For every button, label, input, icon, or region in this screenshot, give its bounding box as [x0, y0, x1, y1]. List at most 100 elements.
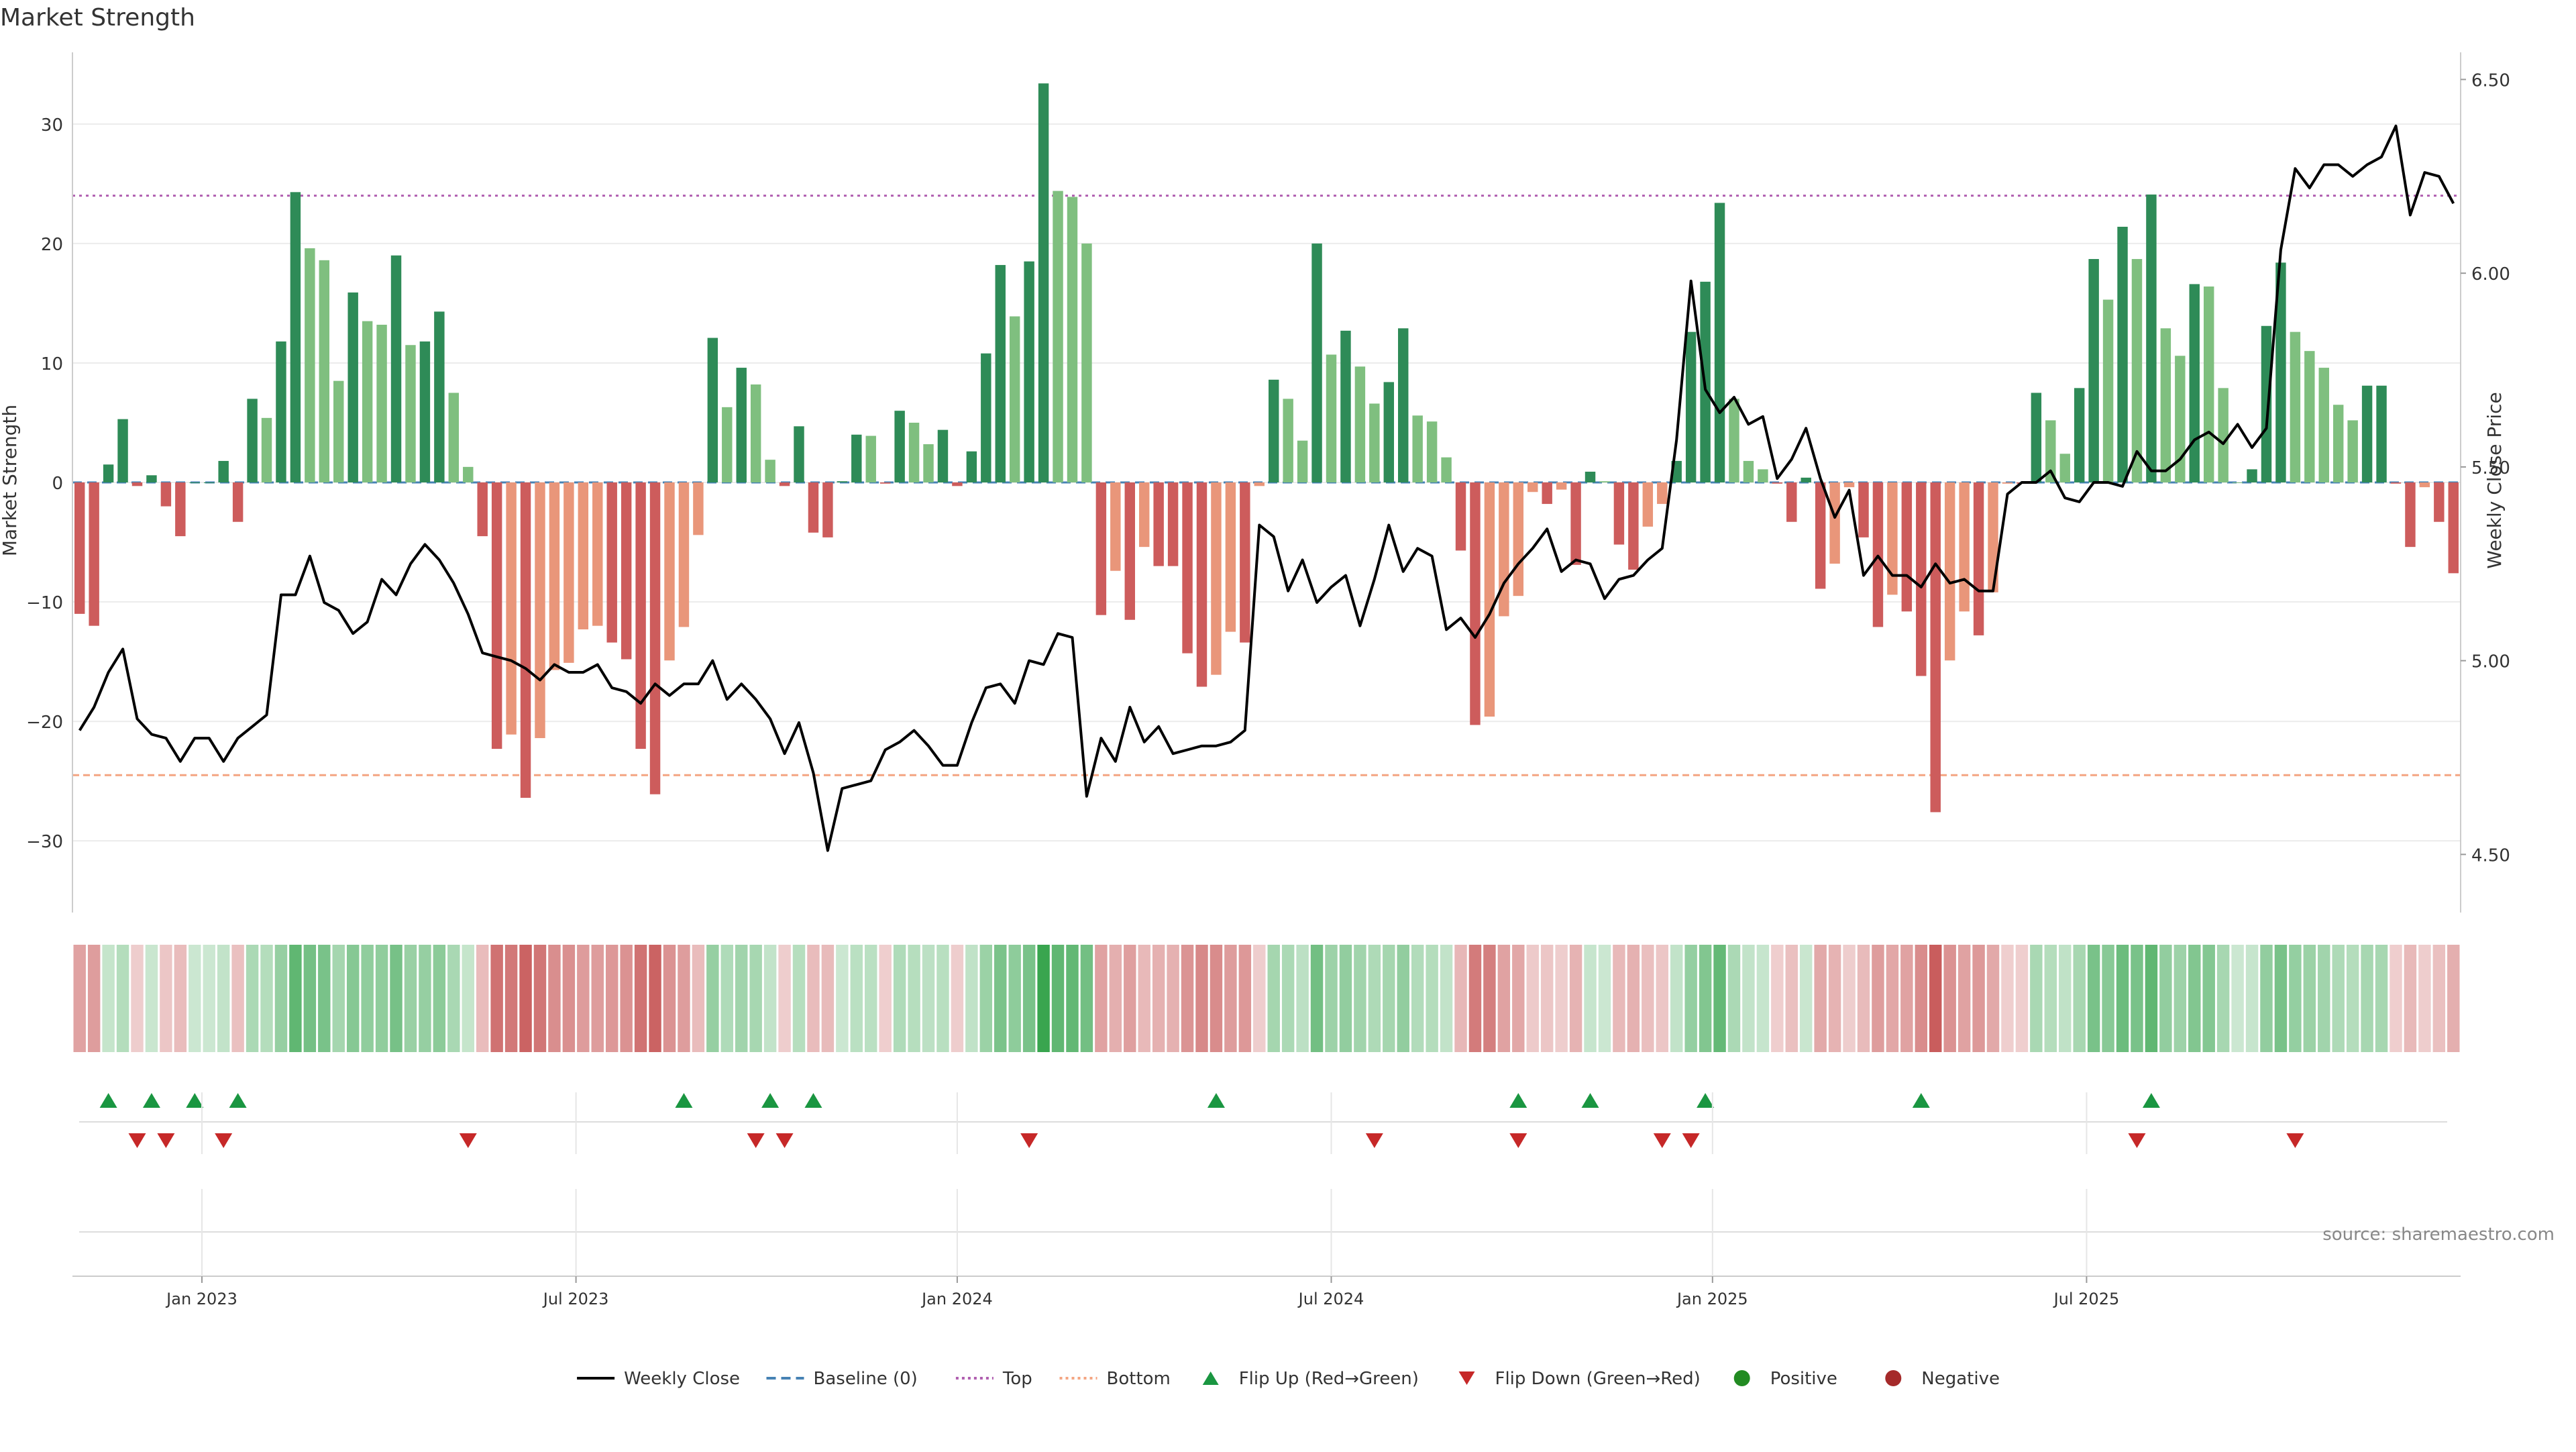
- heat-cell: [1727, 945, 1741, 1052]
- y2-axis-label: Weekly Close Price: [2483, 392, 2506, 568]
- heat-cell: [1339, 945, 1352, 1052]
- heat-cell: [1857, 945, 1870, 1052]
- price-line-layer: [78, 124, 2455, 852]
- strength-bar: [1786, 482, 1797, 522]
- flip-down-marker: [128, 1133, 146, 1148]
- heat-cell: [346, 945, 360, 1052]
- strength-bar: [765, 460, 775, 482]
- heat-cell: [994, 945, 1007, 1052]
- heat-cell: [1008, 945, 1021, 1052]
- flip-up-marker: [2142, 1093, 2160, 1108]
- legend-label: Baseline (0): [814, 1369, 918, 1389]
- heat-cell: [749, 945, 762, 1052]
- strength-bar: [1095, 482, 1107, 615]
- heat-cell: [1468, 945, 1482, 1052]
- y-tick-label: 0: [52, 474, 63, 494]
- strength-bars: [74, 83, 2459, 813]
- strength-bar: [2088, 259, 2099, 482]
- strength-bar: [276, 341, 286, 482]
- legend-label: Negative: [1921, 1369, 2000, 1389]
- x-axis: Jan 2023 Jul 2023 Jan 2024 Jul 2024 Jan 2025…: [72, 1092, 2461, 1308]
- strength-bar: [1843, 482, 1855, 488]
- heat-cell: [1986, 945, 2000, 1052]
- strength-bar: [1311, 243, 1322, 482]
- strength-bar: [937, 429, 949, 482]
- heat-cell: [1426, 945, 1438, 1052]
- strength-bar: [232, 482, 244, 522]
- strength-bar: [1269, 379, 1279, 482]
- strength-bar: [1988, 482, 1998, 592]
- strength-bar: [879, 482, 891, 484]
- strength-bar: [419, 341, 431, 482]
- heat-cell: [1540, 945, 1554, 1052]
- heat-cell: [893, 945, 906, 1052]
- strength-bar: [506, 482, 517, 735]
- strength-bar: [2261, 325, 2272, 482]
- strength-bar: [1354, 366, 1366, 482]
- heat-cell: [361, 945, 374, 1052]
- heat-cell: [1627, 945, 1640, 1052]
- heat-cell: [2174, 945, 2187, 1052]
- heat-cell: [807, 945, 820, 1052]
- legend-label: Flip Down (Green→Red): [1495, 1369, 1701, 1389]
- strength-bar: [592, 482, 603, 626]
- strength-bar: [376, 324, 387, 482]
- strength-bar: [894, 411, 905, 482]
- heat-cell: [332, 945, 345, 1052]
- strength-bar: [851, 434, 862, 482]
- heat-cell: [274, 945, 288, 1052]
- legend-item-weekly-close: Weekly Close: [577, 1369, 740, 1389]
- heat-cell: [2116, 945, 2129, 1052]
- heat-cell: [2015, 945, 2029, 1052]
- heat-cell: [102, 945, 115, 1052]
- strength-bar: [1657, 482, 1668, 505]
- heat-cell: [289, 945, 302, 1052]
- y-tick-label: 20: [41, 235, 63, 255]
- y2-tick-label: 6.00: [2471, 264, 2510, 284]
- strength-bar: [1599, 481, 1610, 482]
- flip-up-marker: [804, 1093, 822, 1108]
- strength-bar: [1959, 482, 1970, 612]
- strength-bar: [1527, 482, 1538, 492]
- heat-cell: [1167, 945, 1179, 1052]
- strength-bar: [1743, 460, 1754, 482]
- heat-cell: [1584, 945, 1597, 1052]
- strength-bar: [1297, 440, 1308, 482]
- heat-cell: [1670, 945, 1683, 1052]
- strength-bar: [822, 482, 833, 537]
- strength-bar: [491, 482, 502, 749]
- heat-cell: [2274, 945, 2288, 1052]
- y-tick-label: −30: [26, 832, 63, 852]
- strength-bar: [434, 311, 445, 482]
- heat-cell: [2375, 945, 2388, 1052]
- y2-tick-label: 5.00: [2471, 652, 2510, 672]
- y-axis-label: Market Strength: [0, 405, 21, 556]
- strength-bar: [1714, 203, 1725, 482]
- strength-bar: [1570, 482, 1581, 565]
- heat-cell: [1224, 945, 1237, 1052]
- strength-bar: [463, 466, 474, 482]
- strength-bar: [1901, 482, 1913, 612]
- heat-cell: [2303, 945, 2316, 1052]
- heat-cell: [663, 945, 676, 1052]
- heat-cell: [2390, 945, 2402, 1052]
- strength-bar: [2189, 284, 2200, 482]
- heat-cell: [763, 945, 777, 1052]
- strength-bar: [1916, 482, 1927, 676]
- heat-cell: [936, 945, 949, 1052]
- legend-label: Weekly Close: [624, 1369, 740, 1389]
- strength-bar: [1455, 482, 1466, 551]
- heat-cell: [1440, 945, 1453, 1052]
- strength-bar: [808, 482, 819, 533]
- strength-bar: [736, 368, 747, 482]
- heat-cell: [1814, 945, 1827, 1052]
- heat-cell: [2030, 945, 2043, 1052]
- strength-bar: [2405, 482, 2416, 548]
- heat-cell: [260, 945, 273, 1052]
- strength-bar: [2031, 393, 2042, 482]
- heat-cell: [2318, 945, 2330, 1052]
- strength-bar: [448, 393, 460, 482]
- heat-cell: [390, 945, 402, 1052]
- strength-bar: [2390, 482, 2402, 484]
